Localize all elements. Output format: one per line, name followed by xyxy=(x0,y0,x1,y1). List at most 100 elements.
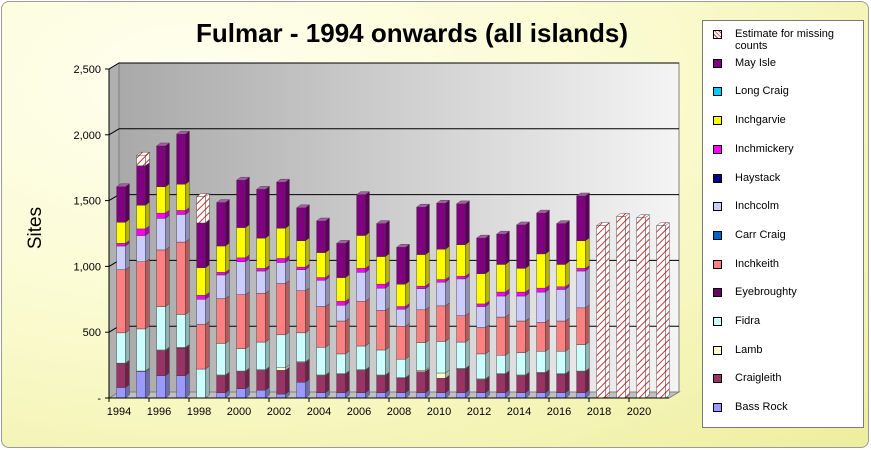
bar-segment-inchcolm xyxy=(356,272,366,302)
bar-segment-inchmickery xyxy=(476,303,486,307)
x-tick-label: 1996 xyxy=(147,406,171,418)
bar-segment-fidra-side xyxy=(525,349,530,376)
bar-segment-fidra xyxy=(496,355,506,374)
bar-segment-inchkeith xyxy=(156,249,166,307)
bar-segment-fidra-side xyxy=(265,338,270,371)
bar-segment-inchmickery xyxy=(336,301,346,306)
bar-segment-craigleith xyxy=(496,374,506,393)
bar-top xyxy=(196,193,210,197)
bar-segment-inchkeith xyxy=(116,269,126,334)
bar-segment-craigleith xyxy=(556,374,566,393)
bar-segment-craigleith-side xyxy=(465,365,470,394)
bar-segment-fidra xyxy=(336,353,346,374)
bar-segment-craigleith-side xyxy=(385,372,390,394)
bar-segment-inchkeith-side xyxy=(465,312,470,343)
bar-segment-inchcolm-side xyxy=(465,275,470,317)
bar-segment-may-isle xyxy=(256,189,266,239)
bar-segment-fidra xyxy=(576,344,586,372)
bar-segment-bass-rock xyxy=(556,392,566,399)
bar-segment-inchcolm xyxy=(276,262,286,284)
bar-segment-may-isle-side xyxy=(305,204,310,242)
legend-swatch xyxy=(713,173,722,183)
bar-segment-inchcolm xyxy=(536,291,546,323)
chart-plot: - 500 1,000 1,500 2,000 2,500 1994 1996 1998 2000… xyxy=(73,62,681,418)
bar-segment-inchkeith-side xyxy=(165,246,170,307)
legend-label: Estimate for missing counts xyxy=(735,28,835,52)
bar-segment-fidra-side xyxy=(365,342,370,371)
bar-segment-fidra-side xyxy=(585,341,590,372)
y-tick-label: 1,000 xyxy=(73,261,101,273)
bar-segment-inchgarvie xyxy=(256,237,266,269)
bar-top xyxy=(356,191,370,195)
bar-segment-inchcolm-side xyxy=(225,271,230,300)
bar-segment-fidra xyxy=(356,345,366,370)
bar-segment-inchcolm-side xyxy=(585,267,590,309)
bar-top xyxy=(436,200,450,204)
bar-segment-inchcolm-side xyxy=(205,295,210,325)
bar-segment-fidra-side xyxy=(205,365,210,399)
bar-segment-may-isle xyxy=(356,194,366,236)
bar-segment-craigleith-side xyxy=(365,366,370,394)
bar-segment-may-isle xyxy=(136,165,146,206)
bar-segment-inchgarvie xyxy=(476,273,486,305)
bar-segment-inchkeith-side xyxy=(385,307,390,351)
x-tick-label: 1998 xyxy=(187,406,211,418)
bar-segment-lamb xyxy=(436,372,446,379)
bar-segment-inchgarvie-side xyxy=(585,237,590,269)
bar-segment-inchmickery xyxy=(296,266,306,270)
bar-segment-inchcolm-side xyxy=(345,301,350,322)
bar-segment-inchkeith-side xyxy=(425,306,430,344)
bar-segment-craigleith xyxy=(316,375,326,393)
bar-top xyxy=(256,186,270,190)
bar-segment-may-isle xyxy=(536,212,546,255)
bar-segment-inchgarvie xyxy=(576,240,586,269)
bar-segment-craigleith xyxy=(476,379,486,393)
bar-segment-inchgarvie-side xyxy=(145,201,150,230)
x-tick-label: 2010 xyxy=(427,406,451,418)
bar-segment-inchkeith-side xyxy=(405,322,410,360)
bar-segment-craigleith xyxy=(236,371,246,389)
bar-segment-inchmickery xyxy=(536,287,546,293)
bar-segment-inchgarvie-side xyxy=(245,224,250,259)
bar-segment-may-isle xyxy=(576,195,586,241)
bar-segment-fidra xyxy=(376,349,386,376)
y-tick-label: - xyxy=(97,393,101,405)
bar-segment-inchgarvie-side xyxy=(385,253,390,285)
bar-segment-inchmickery xyxy=(516,291,526,297)
bar-top xyxy=(376,220,390,224)
bar-segment-inchgarvie-side xyxy=(285,224,290,259)
bar-segment-inchcolm xyxy=(296,269,306,291)
bar-segment-inchkeith-side xyxy=(205,320,210,370)
bar-segment-craigleith-side xyxy=(345,370,350,394)
x-tick-label: 2000 xyxy=(227,406,251,418)
bar-segment-may-isle-side xyxy=(225,199,230,247)
bar-segment-craigleith xyxy=(416,371,426,393)
bar-segment-fidra xyxy=(556,351,566,374)
x-tick-label: 2004 xyxy=(307,406,331,418)
bar-segment-may-isle-side xyxy=(245,176,250,228)
bar-segment-inchkeith xyxy=(356,301,366,347)
bar-segment-inchcolm-side xyxy=(385,284,390,311)
bar-segment-craigleith-side xyxy=(585,368,590,394)
bar-segment-inchkeith xyxy=(236,294,246,349)
bar-segment-fidra-side xyxy=(505,351,510,375)
bar-segment-inchcolm-side xyxy=(405,305,410,327)
bar-segment-fidra xyxy=(436,341,446,374)
bar-top xyxy=(615,213,631,217)
bar-segment-inchcolm xyxy=(396,308,406,327)
bar-segment-inchgarvie-side xyxy=(505,261,510,293)
bar-top xyxy=(496,230,510,235)
bar-segment-inchgarvie xyxy=(556,264,566,287)
bar-segment-fidra xyxy=(316,347,326,376)
bar-top xyxy=(456,200,470,205)
bar-segment-inchmickery xyxy=(316,277,326,281)
bar-segment-may-isle xyxy=(296,207,306,241)
bar-segment-estimate-for-missing-counts xyxy=(616,216,626,399)
bar-segment-inchcolm-side xyxy=(245,258,250,296)
bar-segment-inchkeith-side xyxy=(365,297,370,347)
bar-segment-lamb xyxy=(276,367,286,371)
bar-segment-may-isle xyxy=(216,202,226,247)
legend-label: Lamb xyxy=(735,343,763,356)
bar-segment-bass-rock xyxy=(356,392,366,399)
bar-segment-fidra xyxy=(516,352,526,376)
